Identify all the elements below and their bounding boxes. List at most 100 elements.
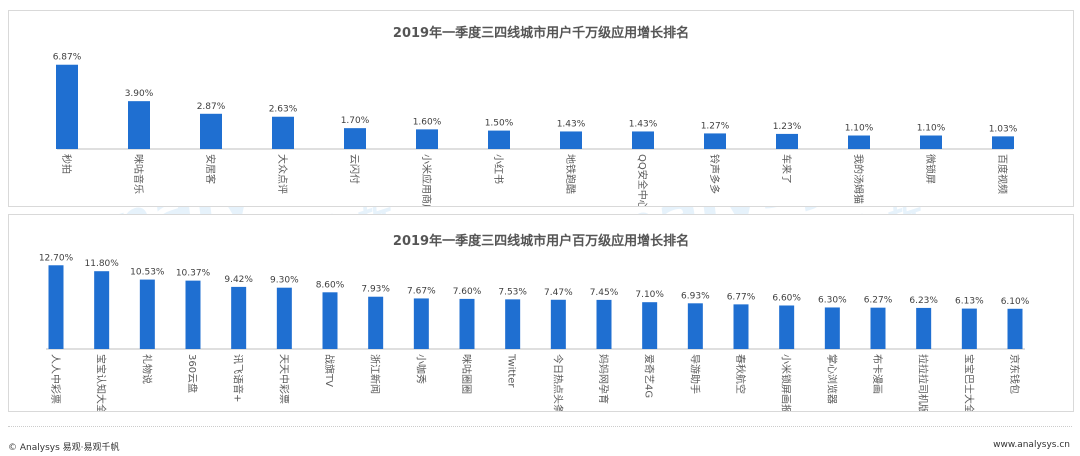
value-label-8: 1.43% [557,119,586,129]
value-label-16: 6.77% [727,292,756,302]
category-label-12: 今日热点头条 [551,354,564,411]
category-label-1: 秒拍 [60,154,73,174]
category-label-6: 小米应用商店 [420,154,433,206]
bar-11 [505,299,521,349]
category-label-12: 我的汤姆猫 [852,154,865,204]
category-label-16: 春秋航空 [734,354,747,394]
footer-divider [8,426,1072,427]
bar-6 [416,129,438,149]
chart-panel-top: 2019年一季度三四线城市用户千万级应用增长排名 6.87% 秒拍 3.90% 咪咕音乐… [8,10,1074,207]
category-label-8: 浙江新闻 [369,354,382,394]
value-label-17: 6.60% [772,293,801,303]
value-label-12: 7.47% [544,288,573,298]
chart-title: 2019年一季度三四线城市用户百万级应用增长排名 [393,233,689,249]
category-label-5: 云闪付 [348,154,361,184]
bar-10 [459,298,475,349]
value-label-14: 1.03% [989,124,1018,134]
bar-2 [94,271,110,349]
value-label-4: 10.37% [176,269,211,279]
bar-19 [870,307,886,349]
value-label-9: 7.67% [407,286,436,296]
value-label-6: 9.30% [270,276,299,286]
category-label-9: 小咖秀 [414,354,426,384]
bar-3 [200,113,222,149]
category-label-4: 360云盘 [186,354,199,393]
bar-5 [231,286,247,349]
value-label-20: 6.23% [909,296,938,306]
value-label-1: 6.87% [53,53,82,63]
value-label-2: 11.80% [85,259,120,269]
category-label-7: 小红书 [492,154,505,184]
category-label-19: 布卡漫画 [871,354,884,394]
footer-copyright: © Analysys 易观·易观千帆 [8,443,120,453]
chart-bottom: 2019年一季度三四线城市用户百万级应用增长排名 12.70% 人人中彩票 11.80… [39,233,1030,411]
bar-6 [276,287,292,349]
category-label-20: 拉拉拉司机版 [917,354,930,411]
bar-7 [488,130,510,149]
category-label-15: 导游助手 [688,354,701,394]
bar-12 [550,299,566,349]
category-label-7: 战旗TV [323,354,336,387]
category-label-3: 安居客 [204,154,217,184]
bar-13 [920,135,942,149]
category-label-13: 妈妈网孕育 [597,354,610,404]
bar-8 [368,296,384,349]
category-label-2: 咪咕音乐 [132,154,145,194]
value-label-3: 10.53% [130,268,165,278]
bar-4 [272,116,294,149]
value-label-2: 3.90% [125,89,154,99]
chart-top: 2019年一季度三四线城市用户千万级应用增长排名 6.87% 秒拍 3.90% 咪咕音乐… [53,25,1018,206]
bar-14 [642,302,658,349]
bar-21 [961,308,977,349]
bar-7 [322,292,338,349]
value-label-10: 7.60% [453,287,482,297]
category-label-17: 小米锁屏画报 [780,354,793,411]
bar-18 [824,307,840,349]
value-label-6: 1.60% [413,117,442,127]
bar-22 [1007,308,1023,349]
category-label-9: QQ安全中心 [636,154,649,206]
category-label-14: 爱奇艺4G [643,354,656,398]
value-label-13: 7.45% [590,288,619,298]
category-label-10: 铃声多多 [708,154,721,194]
bar-14 [992,136,1014,149]
category-label-5: 讯飞语音+ [232,354,245,402]
bar-3 [139,279,155,349]
bar-1 [48,265,64,349]
category-label-21: 宝宝巴士大全 [962,354,975,411]
value-label-9: 1.43% [629,119,658,129]
value-label-22: 6.10% [1001,297,1030,307]
value-label-8: 7.93% [361,285,390,295]
chart-panel-bottom: 2019年一季度三四线城市用户百万级应用增长排名 12.70% 人人中彩票 11.80… [8,214,1074,412]
category-label-22: 京东钱包 [1008,354,1021,394]
bar-11 [776,133,798,149]
category-label-1: 人人中彩票 [49,354,62,404]
bar-10 [704,133,726,149]
bar-9 [632,131,654,149]
value-label-19: 6.27% [864,296,893,306]
category-label-11: 车来了 [780,154,793,184]
value-label-18: 6.30% [818,295,847,305]
value-label-5: 9.42% [224,275,253,285]
value-label-7: 8.60% [316,280,345,290]
value-label-15: 6.93% [681,291,710,301]
value-label-11: 7.53% [498,287,527,297]
bar-12 [848,135,870,149]
chart-title: 2019年一季度三四线城市用户千万级应用增长排名 [393,25,689,41]
value-label-5: 1.70% [341,116,370,126]
bar-16 [733,304,749,349]
value-label-13: 1.10% [917,124,946,134]
category-label-3: 礼物说 [140,354,153,384]
value-label-12: 1.10% [845,124,874,134]
value-label-1: 12.70% [39,253,74,263]
category-label-11: Twitter [506,353,517,388]
bar-13 [596,299,612,349]
category-label-6: 天天中彩票 [277,354,290,404]
value-label-14: 7.10% [635,290,664,300]
value-label-11: 1.23% [773,122,802,132]
category-label-14: 百度视频 [996,154,1009,194]
bar-9 [413,298,429,349]
bar-8 [560,131,582,149]
category-label-2: 宝宝认知大全 [95,354,108,411]
value-label-10: 1.27% [701,121,730,131]
